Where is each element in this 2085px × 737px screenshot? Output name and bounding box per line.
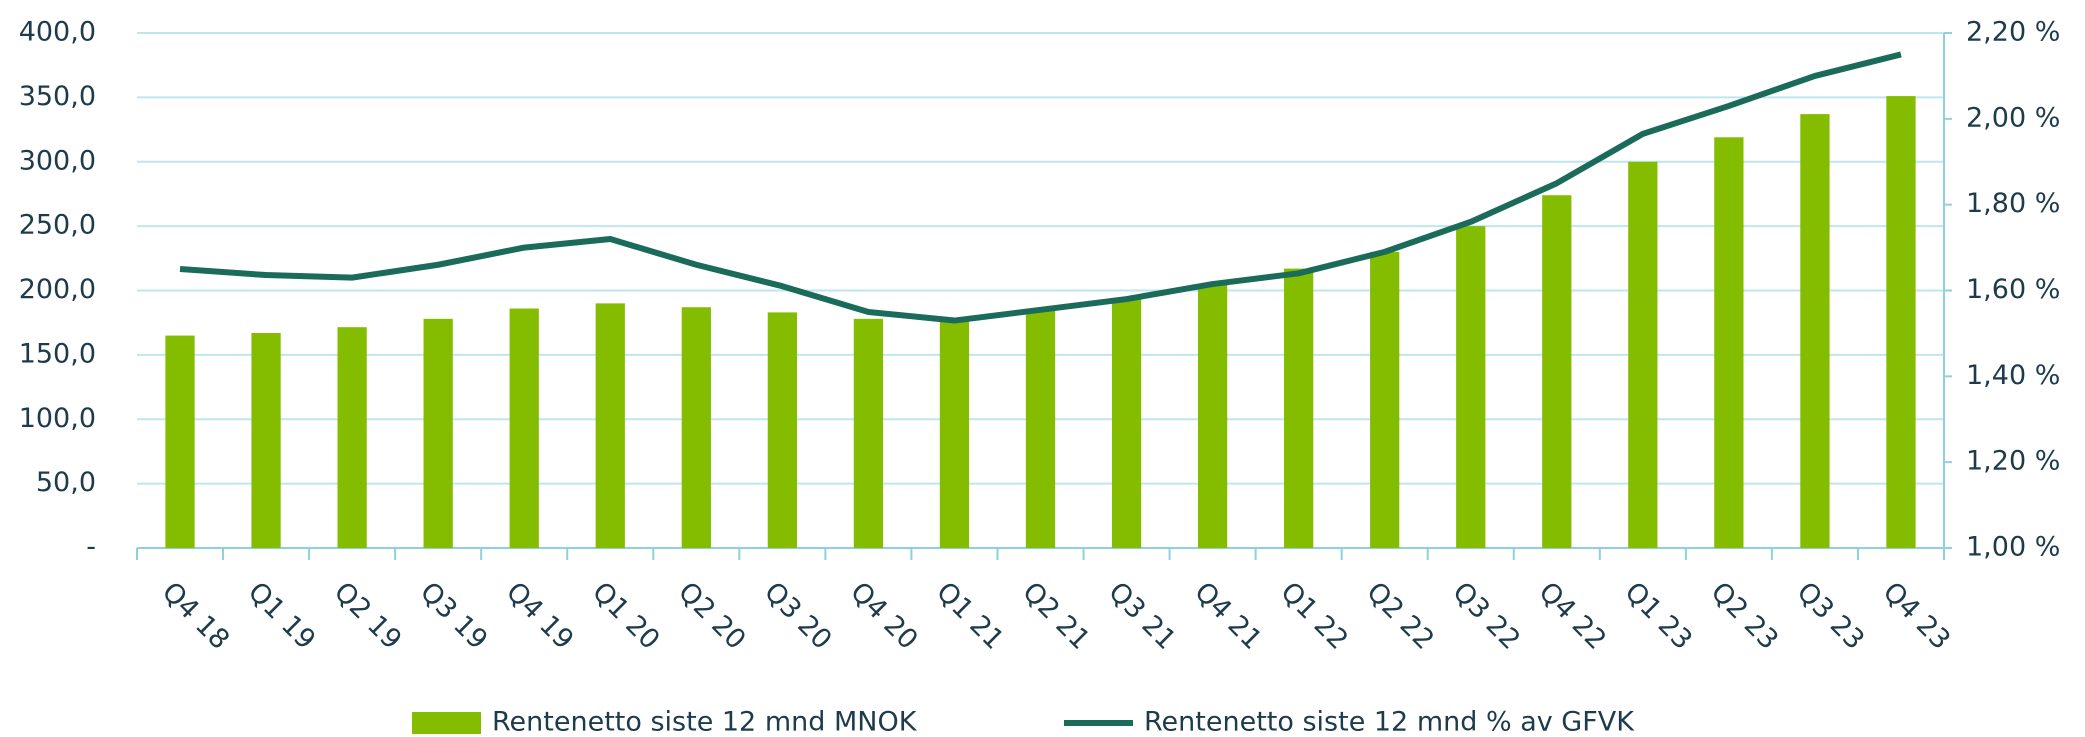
x-tick-label: Q2 22: [1360, 576, 1439, 655]
bar: [1111, 299, 1142, 548]
x-tick-label: Q3 19: [414, 576, 493, 655]
x-tick-label: Q2 19: [328, 576, 407, 655]
x-tick-label: Q1 20: [586, 576, 665, 655]
bar: [423, 318, 453, 548]
bar: [165, 335, 195, 548]
bar: [1886, 96, 1916, 549]
x-tick-label: Q3 20: [758, 576, 837, 655]
bar: [853, 318, 884, 548]
x-tick-label: Q1 23: [1619, 576, 1698, 655]
x-tick-label: Q2 20: [672, 576, 751, 655]
bar: [1197, 284, 1228, 548]
bar: [681, 307, 711, 548]
x-tick-label: Q1 22: [1274, 576, 1353, 655]
x-tick-label: Q2 23: [1705, 576, 1784, 655]
bar: [595, 303, 625, 548]
y-tick-label: 250,0: [19, 210, 96, 241]
bar: [1370, 251, 1400, 548]
y2-tick-label: 2,00 %: [1966, 102, 2060, 133]
x-tick-label: Q3 21: [1102, 576, 1181, 655]
x-tick-label: Q1 19: [242, 576, 321, 655]
x-tick-label: Q3 22: [1446, 576, 1525, 655]
x-tick-label: Q4 20: [844, 576, 923, 655]
y2-tick-label: 1,00 %: [1966, 532, 2060, 563]
y-tick-label: 350,0: [19, 81, 96, 112]
bar: [1542, 195, 1572, 548]
x-tick-label: Q1 21: [930, 576, 1009, 655]
legend-swatch: [412, 712, 481, 734]
y-tick-label: 200,0: [19, 274, 96, 305]
bar: [1025, 309, 1056, 548]
y2-tick-label: 1,40 %: [1966, 360, 2060, 391]
y-tick-label: 50,0: [36, 467, 96, 498]
x-tick-label: Q3 23: [1791, 576, 1870, 655]
bar: [1800, 114, 1830, 549]
bar: [509, 308, 539, 548]
y-tick-label: 100,0: [19, 403, 96, 434]
bar: [1284, 268, 1314, 548]
bar: [337, 327, 367, 548]
x-tick-label: Q4 18: [156, 576, 235, 655]
bar: [939, 318, 970, 548]
y2-tick-label: 1,60 %: [1966, 274, 2060, 305]
y-tick-label: 150,0: [19, 338, 96, 369]
legend-label: Rentenetto siste 12 mnd % av GFVK: [1144, 707, 1635, 737]
y2-tick-label: 1,80 %: [1966, 188, 2060, 219]
bar: [1714, 137, 1744, 548]
x-tick-label: Q4 23: [1877, 576, 1956, 655]
y-tick-label: -: [86, 532, 96, 563]
bar: [767, 312, 797, 548]
bar: [1628, 161, 1658, 548]
y-tick-label: 300,0: [19, 145, 96, 176]
x-tick-label: Q4 22: [1533, 576, 1612, 655]
bar: [1456, 226, 1486, 548]
y2-tick-label: 1,20 %: [1966, 446, 2060, 477]
bar: [251, 332, 281, 548]
y2-tick-label: 2,20 %: [1966, 17, 2060, 48]
line: [179, 51, 1902, 324]
x-tick-label: Q2 21: [1016, 576, 1095, 655]
legend-label: Rentenetto siste 12 mnd MNOK: [492, 707, 918, 737]
x-tick-label: Q4 21: [1188, 576, 1267, 655]
x-tick-label: Q4 19: [500, 576, 579, 655]
y-tick-label: 400,0: [19, 17, 96, 48]
